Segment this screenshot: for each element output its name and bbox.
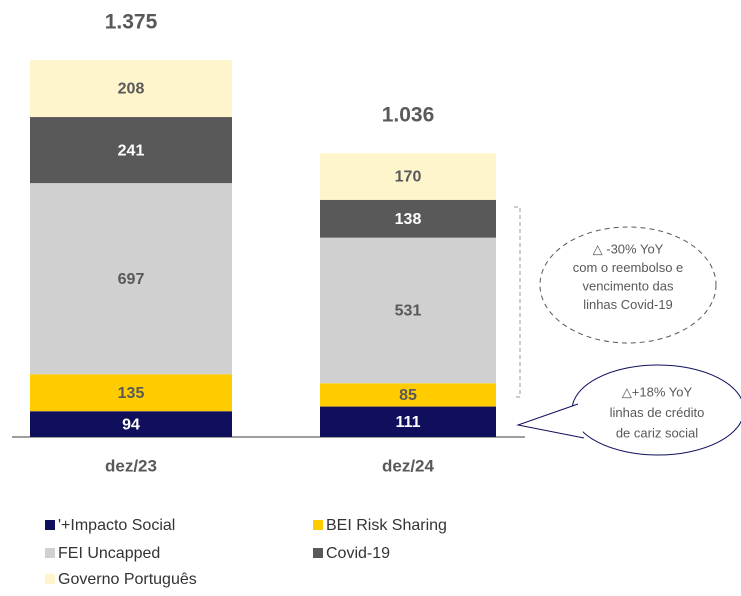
segment-label: 94 [122,416,140,433]
segment-label: 531 [395,303,422,320]
annotation-text: com o reembolso e [573,260,684,275]
segment-label: 111 [396,414,421,431]
total-label: 1.036 [382,103,435,126]
annotation-text: △+18% YoY [622,384,693,399]
bar-segment [320,237,496,384]
bar-segment [30,374,232,412]
legend-swatch [45,548,55,558]
bar-segment [320,383,496,407]
segment-label: 208 [118,81,145,98]
segment-label: 697 [118,271,145,288]
annotation-text: linhas de crédito [610,405,705,420]
segment-label: 135 [118,385,145,402]
segment-label: 170 [395,169,422,186]
bar-segment [320,199,496,238]
annotation-text: linhas Covid-19 [583,297,673,312]
legend-swatch [45,520,55,530]
segment-label: 85 [399,387,417,404]
legend-swatch [313,520,323,530]
annotation-bubble [539,226,717,344]
bar-segment [320,153,496,200]
bracket [514,206,521,398]
x-tick-label: dez/24 [382,456,435,475]
legend-swatch [45,574,55,584]
segment-label: 241 [118,142,145,159]
total-label: 1.375 [105,11,158,34]
legend-label: Governo Português [58,571,197,588]
bar-segment [30,183,232,375]
legend-label: BEI Risk Sharing [326,517,447,534]
bar-segment [320,406,496,437]
annotation-text: △ -30% YoY [593,241,664,256]
legend-label: Covid-19 [326,545,390,562]
legend-label: '+Impacto Social [58,517,175,534]
legend-swatch [313,548,323,558]
callout-tail-edge [516,403,585,439]
legend-label: FEI Uncapped [58,545,160,562]
annotation-text: vencimento das [582,278,674,293]
x-tick-label: dez/23 [105,456,157,475]
segment-label: 138 [395,211,422,228]
bar-segment [30,411,232,437]
bar-segment [30,60,232,118]
annotation-text: de cariz social [616,425,698,440]
callout-tail [518,404,584,438]
bar-segment [30,117,232,184]
